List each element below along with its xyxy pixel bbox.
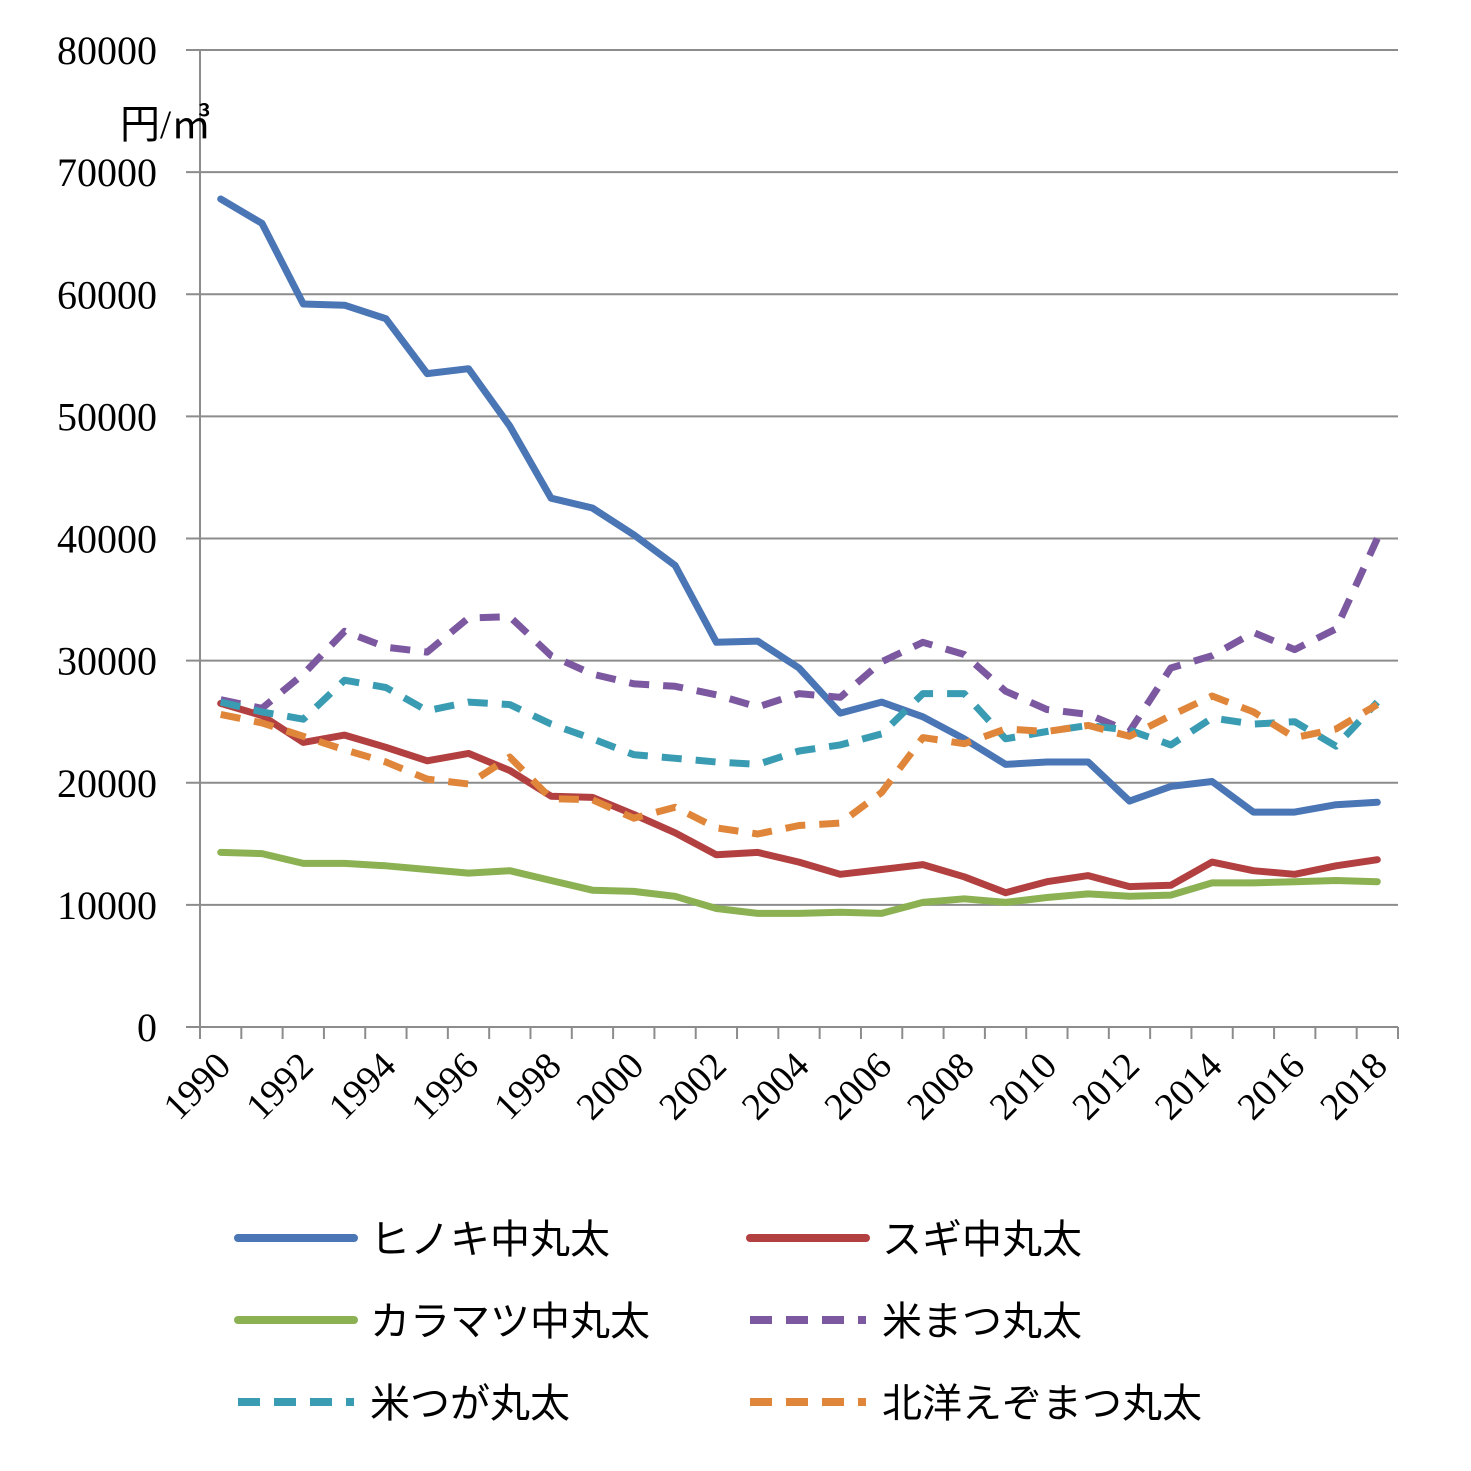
x-tick-label: 1996 xyxy=(403,1045,486,1128)
x-tick-label: 1994 xyxy=(321,1045,404,1128)
x-axis-ticks: 1990 1992 1994 1996 1998 2000 2002 2004 2006 2008… xyxy=(156,1027,1399,1128)
legend-label: 米まつ丸太 xyxy=(882,1299,1082,1345)
y-tick-label: 80000 xyxy=(57,28,157,73)
series-line xyxy=(219,692,1380,838)
y-tick-label: 10000 xyxy=(57,883,157,928)
series-line xyxy=(217,195,1381,816)
y-axis-unit-label: 円/㎥ xyxy=(120,102,211,147)
y-tick-label: 20000 xyxy=(57,761,157,806)
x-tick-label: 2000 xyxy=(569,1045,652,1128)
series-line xyxy=(219,537,1381,735)
x-tick-label: 2014 xyxy=(1147,1045,1230,1128)
x-tick-label: 2004 xyxy=(734,1045,817,1128)
x-tick-label: 2012 xyxy=(1064,1045,1147,1128)
x-tick-label: 1990 xyxy=(156,1045,239,1128)
x-tick-label: 1998 xyxy=(486,1045,569,1128)
series-lines xyxy=(217,195,1381,917)
gridlines xyxy=(200,49,1398,906)
legend-label: 北洋えぞまつ丸太 xyxy=(882,1381,1202,1427)
y-tick-label: 70000 xyxy=(57,150,157,195)
series-line xyxy=(217,848,1381,917)
legend-label: カラマツ中丸太 xyxy=(370,1299,650,1345)
x-tick-label: 2002 xyxy=(651,1045,734,1128)
y-tick-label: 60000 xyxy=(57,272,157,317)
y-axis-ticks: 0 10000 20000 30000 40000 50000 60000 70000 8000… xyxy=(57,28,200,1050)
legend-label: 米つが丸太 xyxy=(370,1381,570,1427)
legend-label: ヒノキ中丸太 xyxy=(370,1217,610,1263)
series-line xyxy=(217,699,1381,897)
x-tick-label: 2010 xyxy=(982,1045,1065,1128)
x-tick-label: 2018 xyxy=(1312,1045,1395,1128)
x-tick-label: 2016 xyxy=(1230,1045,1313,1128)
y-tick-label: 40000 xyxy=(57,517,157,562)
y-tick-label: 50000 xyxy=(57,394,157,439)
y-tick-label: 30000 xyxy=(57,639,157,684)
x-tick-label: 2006 xyxy=(817,1045,900,1128)
series-line xyxy=(219,676,1380,768)
x-tick-label: 1992 xyxy=(238,1045,321,1128)
legend-label: スギ中丸太 xyxy=(882,1217,1082,1263)
y-tick-label: 0 xyxy=(137,1005,157,1050)
x-tick-label: 2008 xyxy=(899,1045,982,1128)
